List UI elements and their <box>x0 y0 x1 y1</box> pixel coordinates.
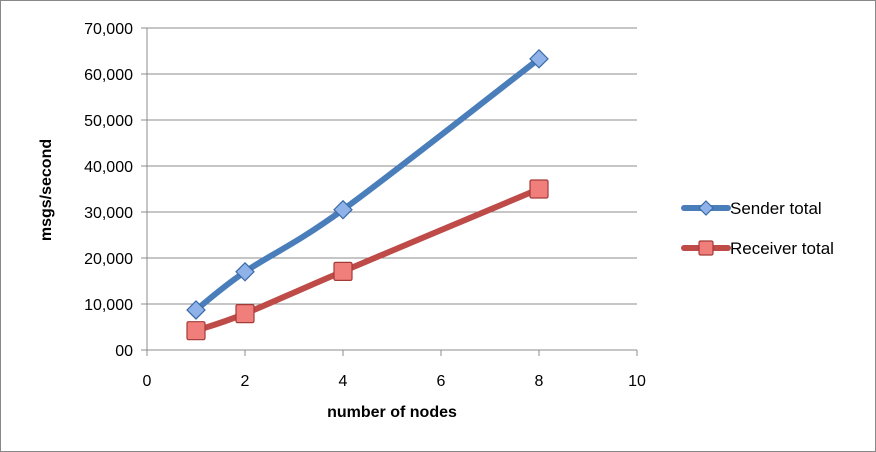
data-point <box>333 199 353 220</box>
x-tick-label: 6 <box>437 373 446 390</box>
series-markers <box>186 48 549 341</box>
series-line-0 <box>193 55 542 313</box>
y-tick-label: 50,000 <box>84 113 133 130</box>
legend: Sender total Receiver total <box>681 199 834 258</box>
x-tick-label: 10 <box>628 373 646 390</box>
data-point <box>529 48 549 69</box>
legend-marker <box>698 240 714 256</box>
data-point <box>529 179 549 199</box>
x-tick-label: 4 <box>339 373 348 390</box>
data-point <box>186 321 206 341</box>
y-tick-label: 40,000 <box>84 159 133 176</box>
y-axis-title: msgs/second <box>38 139 55 241</box>
series-line-1 <box>193 186 542 334</box>
y-tick-labels: 00 10,000 20,000 30,000 40,000 50,000 60,000 70… <box>84 21 133 360</box>
legend-label: Sender total <box>730 199 822 218</box>
y-tick-label: 30,000 <box>84 205 133 222</box>
y-tick-label: 60,000 <box>84 67 133 84</box>
x-tick-label: 2 <box>241 373 250 390</box>
data-point <box>186 300 206 320</box>
x-tick-labels: 0 2 4 6 8 10 <box>143 373 646 390</box>
data-point <box>235 261 255 282</box>
legend-label: Receiver total <box>730 239 834 258</box>
x-tick-label: 0 <box>143 373 152 390</box>
series-lines <box>193 55 542 334</box>
y-tick-label: 70,000 <box>84 21 133 38</box>
axes <box>141 27 638 356</box>
data-point <box>333 261 353 281</box>
legend-marker <box>698 200 714 216</box>
y-tick-label: 00 <box>115 343 133 360</box>
x-tick-label: 8 <box>535 373 544 390</box>
y-tick-label: 10,000 <box>84 297 133 314</box>
data-point <box>235 304 255 324</box>
x-axis-title: number of nodes <box>327 404 457 421</box>
y-tick-label: 20,000 <box>84 251 133 268</box>
gridlines <box>147 27 637 305</box>
